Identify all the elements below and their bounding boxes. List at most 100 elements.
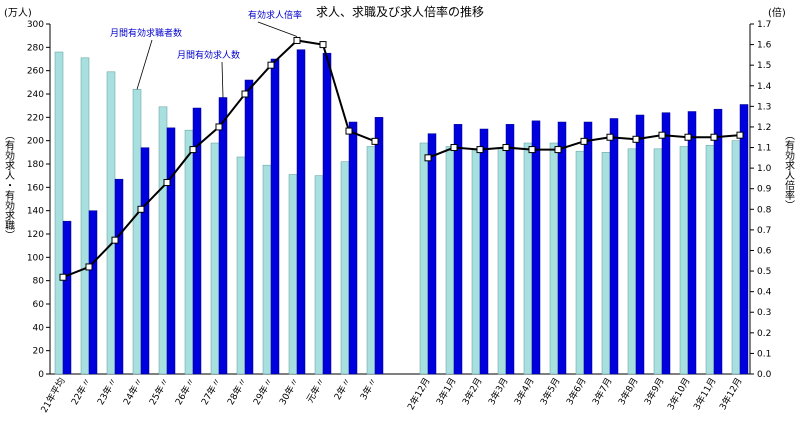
x-category-label: 3年12月 xyxy=(717,376,745,412)
left-tick-label: 80 xyxy=(33,277,45,287)
left-axis-title: （有効求人・有効求職） xyxy=(3,130,15,240)
bar-job-openings xyxy=(374,117,384,375)
ratio-point xyxy=(319,41,327,49)
bar-job-seekers xyxy=(158,106,168,375)
bar-job-seekers xyxy=(497,148,507,375)
bar-job-openings xyxy=(296,49,306,375)
left-axis-unit: (万人) xyxy=(4,7,32,19)
bar-job-openings xyxy=(322,52,332,375)
x-category-label: 3年8月 xyxy=(615,376,640,408)
callout-openings-leader xyxy=(221,61,224,98)
callout-ratio-leader xyxy=(257,21,298,37)
callout-seekers-leader xyxy=(136,39,153,90)
bar-job-openings xyxy=(557,121,567,375)
bar-job-seekers xyxy=(54,51,64,375)
ratio-point xyxy=(189,146,197,154)
ratio-point xyxy=(59,273,67,281)
left-tick-label: 240 xyxy=(27,90,44,100)
x-category-label: 3年〃 xyxy=(357,376,379,403)
ratio-point xyxy=(111,236,119,244)
left-tick-label: 300 xyxy=(27,20,44,30)
bar-job-openings xyxy=(140,147,150,375)
bar-job-openings xyxy=(270,58,280,375)
x-category-label: 3年10月 xyxy=(665,376,693,412)
ratio-point xyxy=(163,179,171,187)
x-category-label: 23年〃 xyxy=(94,376,119,408)
ratio-point xyxy=(476,146,484,154)
bar-job-openings xyxy=(479,128,489,375)
bar-job-openings xyxy=(62,220,72,375)
bar-job-openings xyxy=(427,133,437,375)
ratio-point xyxy=(371,137,379,145)
bar-job-seekers xyxy=(262,164,272,375)
right-tick-label: 0.8 xyxy=(757,205,772,215)
x-category-label: 3年1月 xyxy=(433,376,458,408)
x-category-label: 3年9月 xyxy=(641,376,666,408)
right-tick-label: 1.2 xyxy=(757,123,771,133)
left-tick-label: 200 xyxy=(27,137,44,147)
bar-job-seekers xyxy=(731,140,741,375)
bar-job-openings xyxy=(218,97,228,375)
x-category-label: 30年〃 xyxy=(276,376,301,408)
ratio-point xyxy=(554,146,562,154)
right-tick-label: 0.6 xyxy=(757,246,772,256)
ratio-point xyxy=(684,133,692,141)
ratio-point xyxy=(736,131,744,139)
bar-job-seekers xyxy=(471,149,481,375)
callout-seekers: 月間有効求職者数 xyxy=(110,27,182,39)
bar-job-seekers xyxy=(366,146,376,375)
right-tick-label: 0.5 xyxy=(757,267,771,277)
left-tick-label: 100 xyxy=(27,253,44,263)
x-category-label: 29年〃 xyxy=(250,376,275,408)
left-tick-label: 0 xyxy=(38,370,44,380)
x-category-label: 26年〃 xyxy=(172,376,197,408)
x-category-label: 21年平均 xyxy=(38,376,68,415)
bar-job-openings xyxy=(348,121,358,375)
right-tick-label: 0.4 xyxy=(757,288,772,298)
x-category-label: 28年〃 xyxy=(224,376,249,408)
right-tick-label: 0.9 xyxy=(757,185,772,195)
chart-title: 求人、求職及び求人倍率の推移 xyxy=(316,4,484,19)
bar-job-seekers xyxy=(314,175,324,375)
left-tick-label: 180 xyxy=(27,160,44,170)
bar-job-seekers xyxy=(653,148,663,375)
ratio-point xyxy=(502,144,510,152)
ratio-point xyxy=(293,36,301,44)
bar-job-openings xyxy=(739,104,749,375)
bar-job-seekers xyxy=(236,156,246,375)
callout-openings: 月間有効求人数 xyxy=(177,49,240,61)
ratio-point xyxy=(424,154,432,162)
bar-job-seekers xyxy=(80,57,90,375)
bar-job-openings xyxy=(166,127,176,375)
ratio-point xyxy=(658,131,666,139)
right-axis-unit: (倍) xyxy=(768,6,786,19)
x-category-label: 3年6月 xyxy=(563,376,588,408)
bar-job-openings xyxy=(192,107,202,375)
bar-job-seekers xyxy=(445,146,455,375)
bar-job-seekers xyxy=(132,89,142,375)
ratio-point xyxy=(241,90,249,98)
bar-job-seekers xyxy=(705,145,715,375)
x-category-label: 2年〃 xyxy=(331,376,353,403)
left-tick-label: 220 xyxy=(27,113,44,123)
right-tick-label: 0.0 xyxy=(757,370,772,380)
bar-job-seekers xyxy=(340,161,350,375)
bar-job-openings xyxy=(661,112,671,375)
ratio-point xyxy=(710,133,718,141)
right-tick-label: 0.1 xyxy=(757,349,771,359)
bar-job-openings xyxy=(505,124,515,375)
ratio-point xyxy=(267,61,275,69)
bar-job-openings xyxy=(583,121,593,375)
ratio-point xyxy=(528,146,536,154)
left-tick-label: 40 xyxy=(33,323,45,333)
right-tick-label: 1.5 xyxy=(757,61,771,71)
right-axis-title: （有効求人倍率） xyxy=(783,130,795,210)
right-tick-label: 1.0 xyxy=(757,164,772,174)
x-category-label: 25年〃 xyxy=(146,376,171,408)
x-category-label: 3年3月 xyxy=(485,376,510,408)
ratio-point xyxy=(606,133,614,141)
ratio-point xyxy=(345,127,353,135)
bar-job-seekers xyxy=(627,148,637,375)
bar-job-seekers xyxy=(601,152,611,375)
bar-job-openings xyxy=(88,210,98,375)
